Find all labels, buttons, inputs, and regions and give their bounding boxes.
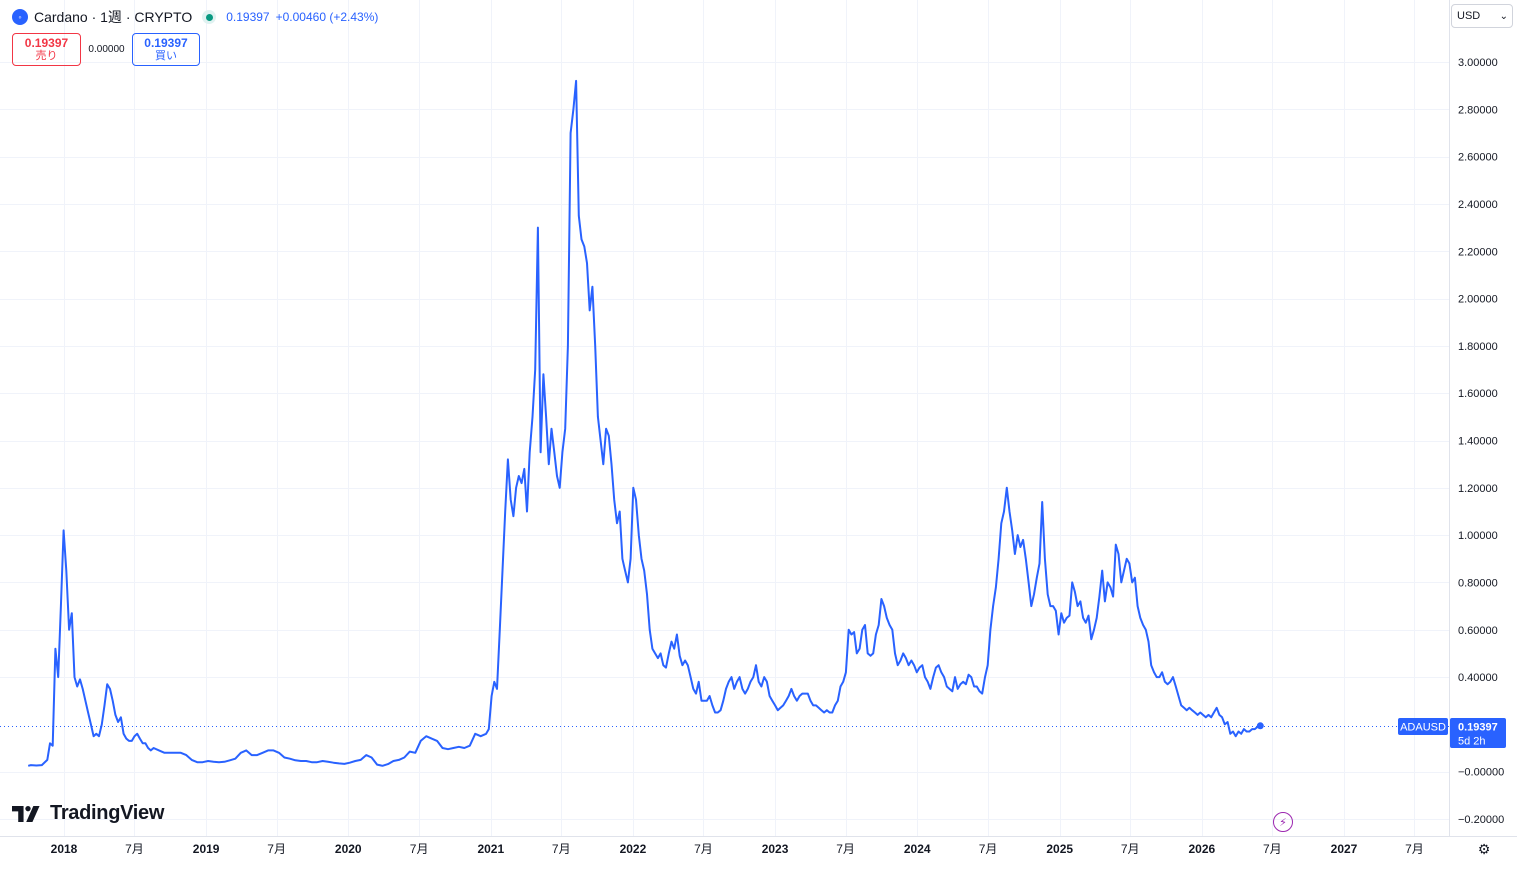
y-tick-label: 0.60000 (1458, 625, 1498, 637)
logo-text: TradingView (50, 802, 165, 824)
tradingview-mark-icon (12, 805, 40, 822)
y-tick-label: 2.60000 (1458, 152, 1498, 164)
sell-label: 売り (35, 50, 58, 62)
y-tick-label: 2.40000 (1458, 199, 1498, 211)
x-tick-label: 7月 (1263, 842, 1282, 856)
x-tick-label: 2023 (762, 842, 789, 856)
y-tick-label: 1.00000 (1458, 530, 1498, 542)
last-price: 0.19397 (226, 10, 270, 24)
symbol-tag (1398, 718, 1448, 735)
y-tick-label: 3.00000 (1458, 57, 1498, 69)
gear-icon[interactable]: ⚙ (1477, 841, 1491, 857)
x-tick-label: 2018 (51, 842, 78, 856)
x-tick-label: 2026 (1189, 842, 1216, 856)
cardano-coin-icon: ◦ (12, 9, 28, 25)
y-tick-label: 2.20000 (1458, 246, 1498, 258)
y-tick-label: 2.00000 (1458, 294, 1498, 306)
x-tick-label: 7月 (1405, 842, 1424, 856)
x-tick-label: 7月 (552, 842, 571, 856)
price-tag-value: 0.19397 (1458, 722, 1498, 734)
x-tick-label: 2024 (904, 842, 931, 856)
y-tick-label: −0.00000 (1458, 767, 1504, 779)
sell-price: 0.19397 (24, 36, 69, 50)
x-tick-label: 2027 (1331, 842, 1358, 856)
price-tag-countdown: 5d 2h (1458, 736, 1486, 748)
x-tick-label: 2025 (1046, 842, 1073, 856)
x-tick-label: 2020 (335, 842, 362, 856)
last-price-label: ADAUSD 0.19397 5d 2h (1398, 718, 1506, 748)
x-tick-label: 7月 (267, 842, 286, 856)
chevron-down-icon: ⌄ (1499, 10, 1508, 22)
y-tick-label: 0.80000 (1458, 577, 1498, 589)
series-line (27, 79, 1261, 767)
currency-value: USD (1457, 10, 1481, 22)
series-end-dot (1256, 722, 1264, 730)
x-tick-label: 2021 (477, 842, 504, 856)
price-tag (1450, 718, 1506, 748)
y-tick-label: 0.40000 (1458, 672, 1498, 684)
y-tick-label: 1.40000 (1458, 436, 1498, 448)
spread-value: 0.00000 (88, 44, 125, 55)
grid (0, 0, 1449, 836)
buy-button[interactable]: 0.19397 買い (132, 33, 200, 66)
y-tick-label: 2.80000 (1458, 104, 1498, 116)
x-tick-label: 7月 (694, 842, 713, 856)
symbol-legend[interactable]: ◦ Cardano · 1週 · CRYPTO 0.19397 +0.00460… (12, 7, 378, 27)
y-tick-label: 1.20000 (1458, 483, 1498, 495)
x-tick-label: 7月 (410, 842, 429, 856)
x-tick-label: 7月 (836, 842, 855, 856)
symbol-title[interactable]: Cardano · 1週 · CRYPTO (34, 9, 193, 25)
x-tick-label: 7月 (979, 842, 998, 856)
y-tick-label: 1.60000 (1458, 388, 1498, 400)
tradingview-logo[interactable]: TradingView (12, 802, 164, 825)
x-tick-label: 2022 (620, 842, 647, 856)
price-change: +0.00460 (+2.43%) (275, 10, 379, 24)
x-tick-label: 2019 (193, 842, 220, 856)
x-tick-label: 7月 (125, 842, 144, 856)
time-axis[interactable]: 2018 7月 2019 7月 2020 7月 2021 7月 2022 7月 2023 7月 2024… (51, 842, 1424, 856)
buy-price: 0.19397 (144, 36, 188, 50)
lightning-icon[interactable]: ⚡ (1273, 812, 1293, 832)
buy-label: 買い (155, 50, 177, 62)
y-tick-label: −0.20000 (1458, 814, 1504, 826)
market-open-status-icon[interactable] (202, 10, 217, 24)
price-axis[interactable]: 3.00000 2.80000 2.60000 2.40000 2.20000 2.000… (1458, 57, 1504, 826)
x-tick-label: 7月 (1121, 842, 1140, 856)
y-tick-label: 1.80000 (1458, 341, 1498, 353)
symbol-tag-text: ADAUSD (1400, 722, 1446, 734)
currency-select[interactable]: USD ⌄ (1451, 4, 1513, 28)
sell-button[interactable]: 0.19397 売り (12, 33, 81, 66)
